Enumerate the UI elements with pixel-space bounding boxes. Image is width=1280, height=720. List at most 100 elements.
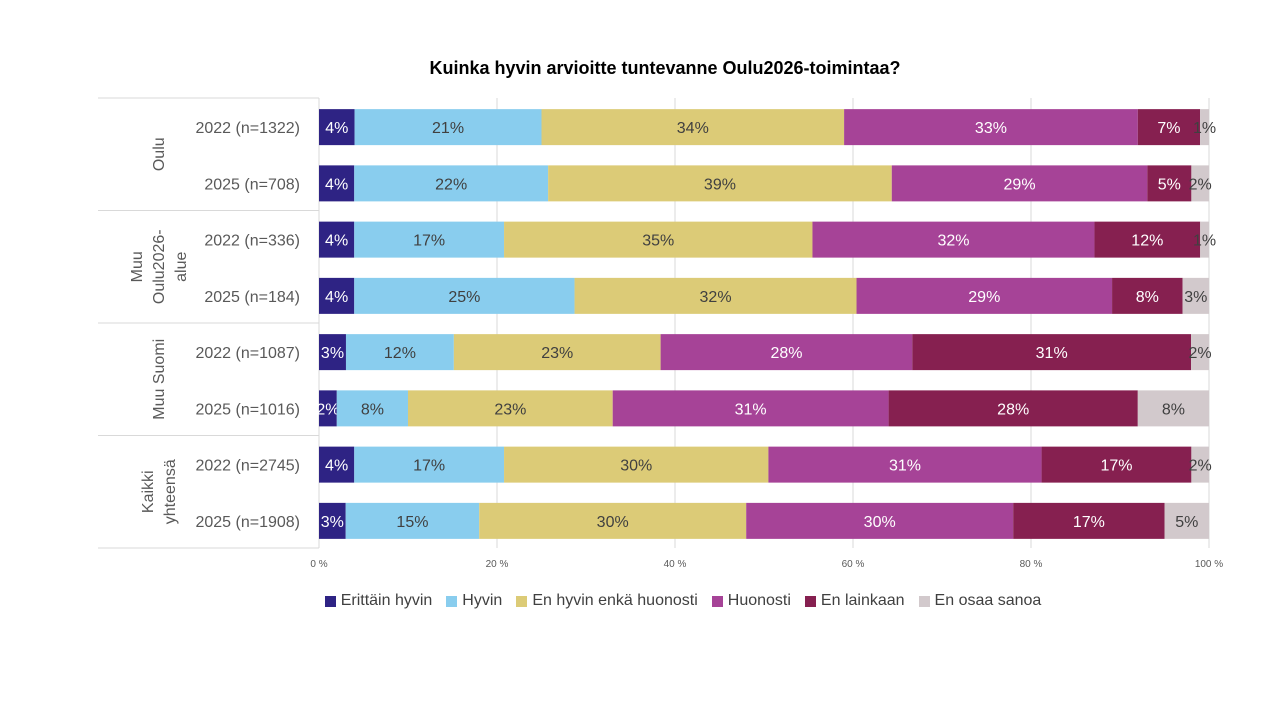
bar-segment (1013, 502, 1165, 539)
legend-item: En hyvin enkä huonosti (516, 592, 698, 610)
data-label: 5% (1175, 514, 1198, 531)
legend-item: Hyvin (446, 592, 502, 610)
legend-swatch (804, 595, 816, 607)
data-label: 5% (1158, 176, 1181, 193)
data-label: 15% (396, 514, 428, 531)
data-label: 8% (1136, 289, 1159, 306)
data-label: 2% (1188, 345, 1211, 362)
row-label: 2022 (n=336) (204, 233, 300, 250)
group-label: Oulu2026- (151, 229, 168, 304)
bar-segment (354, 277, 575, 314)
bar-segment (319, 109, 355, 146)
bar-segment (1200, 221, 1209, 258)
bar-segment (319, 165, 355, 202)
data-label: 32% (937, 233, 969, 250)
row-label: 2022 (n=2745) (195, 458, 300, 475)
bar-segment (888, 390, 1138, 427)
x-tick-label: 20 % (486, 559, 509, 570)
data-label: 28% (997, 401, 1029, 418)
data-label: 3% (321, 345, 344, 362)
bar-segment (1137, 390, 1209, 427)
bar-segment (548, 165, 892, 202)
data-label: 12% (1131, 233, 1163, 250)
x-tick-label: 100 % (1195, 559, 1223, 570)
data-label: 30% (864, 514, 896, 531)
bar-segment (408, 390, 613, 427)
data-label: 7% (1157, 120, 1180, 137)
data-label: 8% (1162, 401, 1185, 418)
row-label: 2025 (n=184) (204, 289, 300, 306)
bar-segment (319, 334, 346, 371)
data-label: 21% (432, 120, 464, 137)
legend-swatch (446, 595, 458, 607)
legend-label: En lainkaan (820, 592, 905, 609)
legend-label: Huonosti (727, 592, 791, 609)
bar-segment (891, 165, 1148, 202)
group-label: Muu (129, 251, 146, 282)
group-label: Muu Suomi (151, 339, 168, 420)
bar-segment (1112, 277, 1183, 314)
legend-item: Huonosti (711, 592, 791, 610)
bar-segment (912, 334, 1192, 371)
bar-segment (345, 334, 454, 371)
data-label: 4% (325, 120, 348, 137)
data-label: 33% (975, 120, 1007, 137)
bar-segment (1094, 221, 1201, 258)
data-label: 3% (1184, 289, 1207, 306)
bar-segment (354, 446, 505, 483)
bar-segment (1182, 277, 1209, 314)
data-label: 29% (968, 289, 1000, 306)
x-tick-label: 0 % (310, 559, 327, 570)
bar-segment (856, 277, 1113, 314)
group-label: yhteensä (162, 459, 179, 524)
bar-segment (319, 277, 355, 314)
bar-segment (1191, 334, 1209, 371)
group-label: Oulu (151, 137, 168, 171)
legend-item: En osaa sanoa (918, 592, 1041, 610)
data-label: 34% (677, 120, 709, 137)
legend-label: En hyvin enkä huonosti (532, 592, 698, 609)
bar-segment (812, 221, 1095, 258)
data-label: 28% (770, 345, 802, 362)
legend-swatch (918, 595, 930, 607)
bar-segment (746, 502, 1014, 539)
x-tick-label: 40 % (664, 559, 687, 570)
data-label: 30% (597, 514, 629, 531)
bar-segment (453, 334, 661, 371)
x-tick-label: 80 % (1020, 559, 1043, 570)
row-label: 2025 (n=1908) (195, 514, 300, 531)
bar-segment (844, 109, 1138, 146)
data-label: 32% (700, 289, 732, 306)
group-label: Kaikki (140, 470, 157, 513)
bar-segment (612, 390, 889, 427)
data-label: 12% (384, 345, 416, 362)
data-label: 31% (889, 458, 921, 475)
row-label: 2022 (n=1087) (195, 345, 300, 362)
data-label: 4% (325, 233, 348, 250)
data-label: 2% (316, 401, 339, 418)
bar-segment (504, 221, 813, 258)
data-label: 31% (1036, 345, 1068, 362)
bar-segment (768, 446, 1042, 483)
data-label: 23% (541, 345, 573, 362)
row-label: 2025 (n=708) (204, 176, 300, 193)
bar-segment (1200, 109, 1209, 146)
data-label: 17% (413, 233, 445, 250)
legend-swatch (324, 595, 336, 607)
data-label: 3% (321, 514, 344, 531)
data-label: 17% (1100, 458, 1132, 475)
data-label: 17% (1073, 514, 1105, 531)
data-label: 39% (704, 176, 736, 193)
bar-segment (541, 109, 845, 146)
data-label: 25% (448, 289, 480, 306)
bar-segment (1147, 165, 1192, 202)
data-label: 1% (1193, 120, 1216, 137)
legend-label: Erittäin hyvin (340, 592, 433, 609)
legend-swatch (516, 595, 528, 607)
data-label: 4% (325, 289, 348, 306)
data-label: 8% (361, 401, 384, 418)
bar-segment (574, 277, 857, 314)
bar-segment (354, 221, 505, 258)
data-label: 31% (735, 401, 767, 418)
